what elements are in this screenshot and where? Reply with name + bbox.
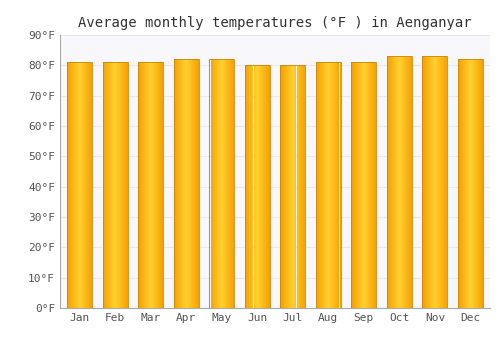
Bar [67, 62, 92, 308]
Bar [422, 56, 448, 308]
Bar [210, 59, 234, 308]
Bar [174, 59, 199, 308]
Bar [245, 65, 270, 308]
Bar [316, 62, 340, 308]
Bar [387, 56, 412, 308]
Bar [458, 59, 483, 308]
Title: Average monthly temperatures (°F ) in Aenganyar: Average monthly temperatures (°F ) in Ae… [78, 16, 472, 30]
Bar [352, 62, 376, 308]
Bar [102, 62, 128, 308]
Bar [138, 62, 163, 308]
Bar [280, 65, 305, 308]
